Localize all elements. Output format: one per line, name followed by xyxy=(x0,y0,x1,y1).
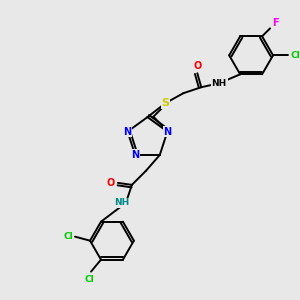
Text: NH: NH xyxy=(212,79,227,88)
Text: N: N xyxy=(163,127,171,136)
Text: N: N xyxy=(124,127,132,136)
Text: Cl: Cl xyxy=(84,275,94,284)
Text: S: S xyxy=(161,98,169,108)
Text: O: O xyxy=(193,61,201,71)
Text: O: O xyxy=(107,178,115,188)
Text: Cl: Cl xyxy=(63,232,73,241)
Text: NH: NH xyxy=(114,198,130,207)
Text: Cl: Cl xyxy=(290,51,300,60)
Text: N: N xyxy=(131,150,139,160)
Text: F: F xyxy=(272,18,278,28)
